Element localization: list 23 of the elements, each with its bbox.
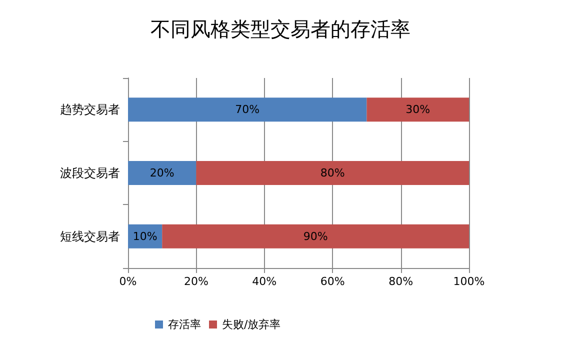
x-tick-label: 80% bbox=[388, 275, 414, 288]
legend-label: 失败/放弃率 bbox=[222, 318, 281, 331]
x-tick-label: 0% bbox=[119, 275, 137, 288]
data-label: 80% bbox=[320, 166, 345, 180]
data-label: 20% bbox=[150, 166, 174, 180]
x-tick-label: 60% bbox=[320, 275, 345, 288]
data-label: 90% bbox=[303, 230, 328, 243]
bar bbox=[366, 98, 469, 122]
data-label: 10% bbox=[132, 230, 158, 243]
y-tick-label: 趋势交易者 bbox=[60, 102, 120, 117]
bar bbox=[196, 161, 469, 185]
data-label: 70% bbox=[235, 103, 260, 116]
x-tick-label: 100% bbox=[453, 275, 485, 288]
bar bbox=[162, 224, 469, 248]
legend-label: 存活率 bbox=[168, 318, 201, 331]
y-tick-label: 短线交易者 bbox=[60, 229, 120, 244]
x-tick-label: 40% bbox=[252, 275, 277, 288]
bar bbox=[128, 161, 196, 185]
data-label: 30% bbox=[406, 103, 430, 116]
x-tick-label: 20% bbox=[184, 275, 208, 288]
y-tick-label: 波段交易者 bbox=[60, 166, 120, 180]
chart-title: 不同风格类型交易者的存活率 bbox=[150, 17, 410, 41]
bar bbox=[128, 98, 367, 122]
